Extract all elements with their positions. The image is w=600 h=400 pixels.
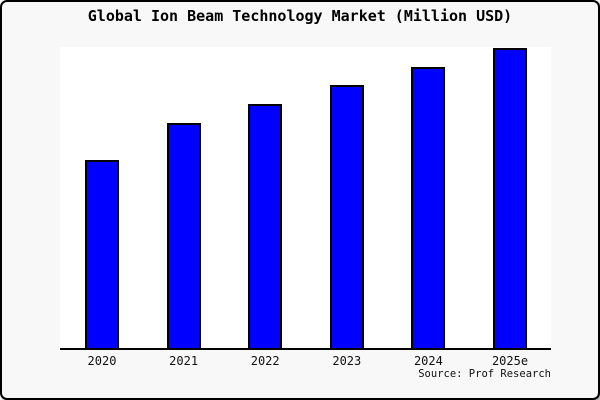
xtick-label-2021: 2021 [169, 354, 199, 368]
xtick-label-2020: 2020 [87, 354, 117, 368]
xtick-label-2023: 2023 [332, 354, 362, 368]
bar-2024 [411, 67, 446, 348]
plot-area [60, 47, 551, 350]
xtick-label-2024: 2024 [413, 354, 443, 368]
chart-title: Global Ion Beam Technology Market (Milli… [87, 7, 513, 25]
bar-2023 [329, 85, 364, 348]
xtick-label-2025e: 2025e [491, 354, 529, 368]
bar-2025e [493, 48, 527, 348]
source-attribution: Source: Prof Research [418, 368, 551, 380]
x-axis-tick-labels: 2020 2021 2022 2023 2024 2025e [60, 354, 551, 370]
xtick-label-2022: 2022 [250, 354, 280, 368]
bar-2022 [248, 104, 283, 348]
bar-2020 [85, 160, 119, 348]
bar-2021 [166, 123, 201, 348]
